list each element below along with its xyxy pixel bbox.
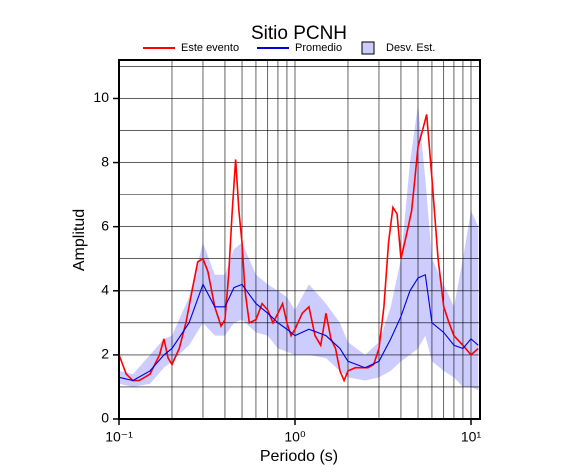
std-band bbox=[119, 104, 479, 391]
series-line bbox=[118, 114, 479, 383]
plot-frame bbox=[118, 59, 481, 420]
y-tick-label: 2 bbox=[101, 346, 109, 362]
series-line bbox=[118, 273, 479, 382]
x-tick-label: 10⁻¹ bbox=[105, 429, 133, 445]
x-axis-label: Periodo (s) bbox=[260, 448, 338, 465]
y-tick-label: 6 bbox=[101, 217, 109, 233]
chart-title: Sitio PCNH bbox=[251, 23, 347, 44]
legend-swatch bbox=[361, 41, 375, 55]
legend-label: Promedio bbox=[295, 42, 342, 54]
x-tick-label: 10⁰ bbox=[284, 429, 306, 445]
legend-label: Este evento bbox=[181, 42, 239, 54]
y-tick-label: 4 bbox=[101, 281, 109, 297]
y-tick-label: 8 bbox=[101, 153, 109, 169]
x-tick-label: 10¹ bbox=[461, 429, 482, 445]
legend-label: Desv. Est. bbox=[386, 42, 435, 54]
y-tick-label: 10 bbox=[93, 89, 109, 105]
y-axis-label: Amplitud bbox=[71, 209, 88, 271]
y-tick-label: 0 bbox=[101, 410, 109, 426]
